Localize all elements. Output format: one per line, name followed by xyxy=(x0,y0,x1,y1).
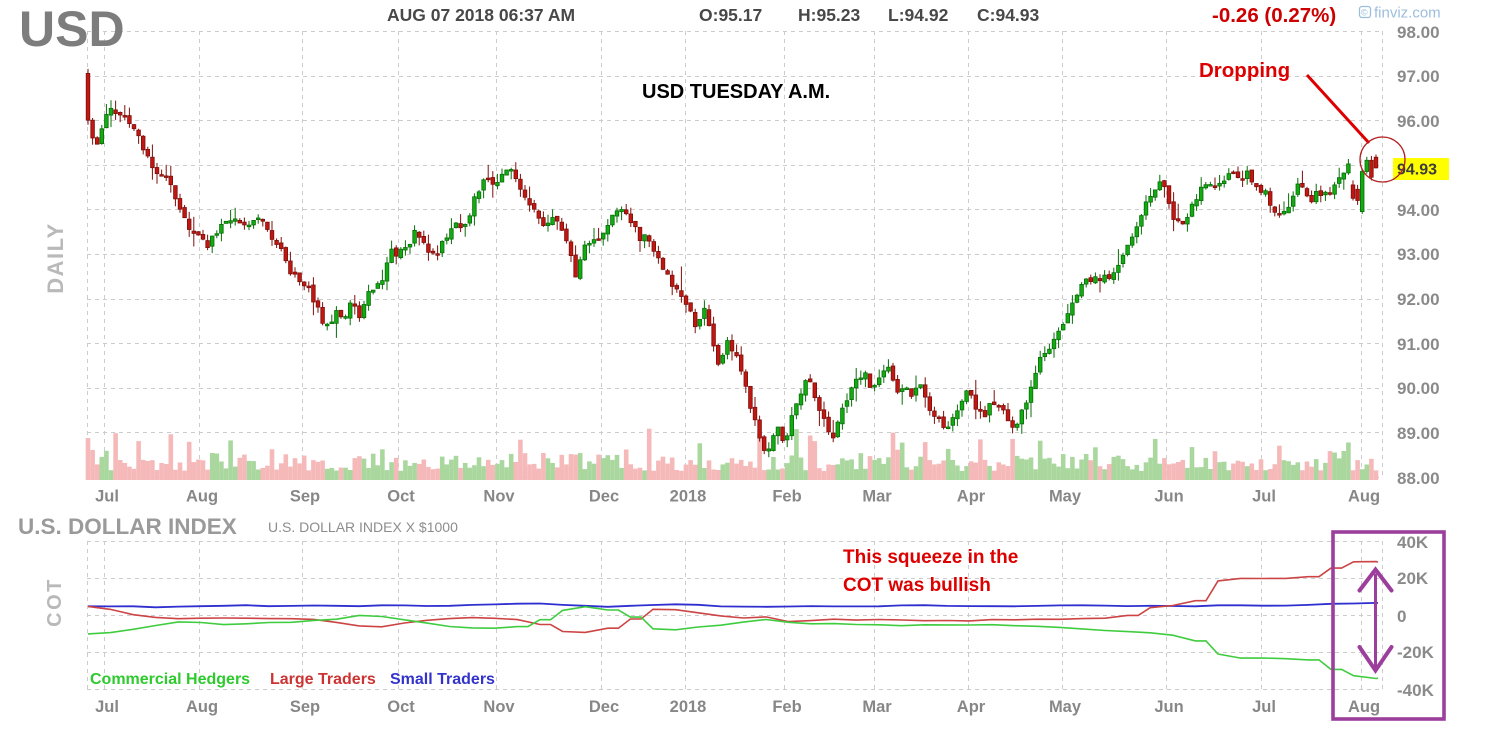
svg-text:Dec: Dec xyxy=(589,698,619,716)
svg-text:DAILY: DAILY xyxy=(43,222,68,293)
svg-text:Feb: Feb xyxy=(772,698,801,716)
svg-text:Sep: Sep xyxy=(290,698,320,716)
svg-text:USD: USD xyxy=(19,1,125,57)
svg-text:Jun: Jun xyxy=(1154,698,1183,716)
svg-text:-0.26 (0.27%): -0.26 (0.27%) xyxy=(1212,4,1336,27)
svg-text:Jul: Jul xyxy=(95,488,119,506)
svg-text:20K: 20K xyxy=(1397,569,1429,588)
svg-text:AUG 07 2018 06:37 AM: AUG 07 2018 06:37 AM xyxy=(387,5,575,25)
svg-text:Apr: Apr xyxy=(957,698,986,716)
svg-text:Aug: Aug xyxy=(186,488,218,506)
svg-text:-20K: -20K xyxy=(1397,643,1435,662)
svg-text:finviz.com: finviz.com xyxy=(1374,5,1441,22)
svg-text:-40K: -40K xyxy=(1397,681,1435,700)
svg-text:90.00: 90.00 xyxy=(1397,379,1440,398)
svg-text:89.00: 89.00 xyxy=(1397,424,1440,443)
svg-text:98.00: 98.00 xyxy=(1397,23,1440,42)
svg-text:Aug: Aug xyxy=(1348,698,1380,716)
svg-text:COT: COT xyxy=(44,577,66,627)
svg-text:Oct: Oct xyxy=(387,488,415,506)
svg-text:Dropping: Dropping xyxy=(1199,59,1290,82)
svg-text:Jul: Jul xyxy=(1252,488,1276,506)
svg-text:Commercial Hedgers: Commercial Hedgers xyxy=(90,671,250,688)
svg-text:92.00: 92.00 xyxy=(1397,290,1440,309)
svg-text:May: May xyxy=(1049,488,1082,506)
svg-text:COT was bullish: COT was bullish xyxy=(843,575,991,596)
svg-text:Oct: Oct xyxy=(387,698,415,716)
svg-text:91.00: 91.00 xyxy=(1397,335,1440,354)
svg-text:L:94.92: L:94.92 xyxy=(888,5,949,25)
svg-text:97.00: 97.00 xyxy=(1397,67,1440,86)
svg-text:O:95.17: O:95.17 xyxy=(699,5,762,25)
svg-text:0: 0 xyxy=(1397,607,1406,626)
svg-text:U.S. DOLLAR INDEX X $1000: U.S. DOLLAR INDEX X $1000 xyxy=(268,519,458,535)
svg-text:Apr: Apr xyxy=(957,488,986,506)
svg-text:May: May xyxy=(1049,698,1082,716)
svg-text:Aug: Aug xyxy=(186,698,218,716)
svg-text:40K: 40K xyxy=(1397,533,1429,552)
svg-text:Mar: Mar xyxy=(862,488,892,506)
svg-text:88.00: 88.00 xyxy=(1397,469,1440,488)
svg-text:Sep: Sep xyxy=(290,488,320,506)
svg-text:This squeeze in the: This squeeze in the xyxy=(843,547,1018,568)
svg-text:2018: 2018 xyxy=(670,488,707,506)
svg-text:Mar: Mar xyxy=(862,698,892,716)
svg-text:USD TUESDAY A.M.: USD TUESDAY A.M. xyxy=(642,81,830,103)
svg-text:96.00: 96.00 xyxy=(1397,112,1440,131)
svg-text:Jun: Jun xyxy=(1154,488,1183,506)
svg-text:93.00: 93.00 xyxy=(1397,245,1440,264)
svg-text:94.00: 94.00 xyxy=(1397,201,1440,220)
svg-text:Jul: Jul xyxy=(1252,698,1276,716)
svg-text:Feb: Feb xyxy=(772,488,801,506)
svg-text:Dec: Dec xyxy=(589,488,619,506)
svg-text:©: © xyxy=(1361,8,1368,18)
svg-text:Nov: Nov xyxy=(483,698,515,716)
svg-text:Small Traders: Small Traders xyxy=(390,671,495,688)
svg-text:H:95.23: H:95.23 xyxy=(798,5,861,25)
svg-text:Nov: Nov xyxy=(483,488,515,506)
svg-text:Jul: Jul xyxy=(95,698,119,716)
svg-text:Aug: Aug xyxy=(1348,488,1380,506)
svg-text:C:94.93: C:94.93 xyxy=(977,5,1040,25)
svg-text:Large Traders: Large Traders xyxy=(270,671,376,688)
svg-text:94.93: 94.93 xyxy=(1397,162,1437,179)
svg-text:2018: 2018 xyxy=(670,698,707,716)
svg-text:U.S. DOLLAR INDEX: U.S. DOLLAR INDEX xyxy=(18,514,237,539)
